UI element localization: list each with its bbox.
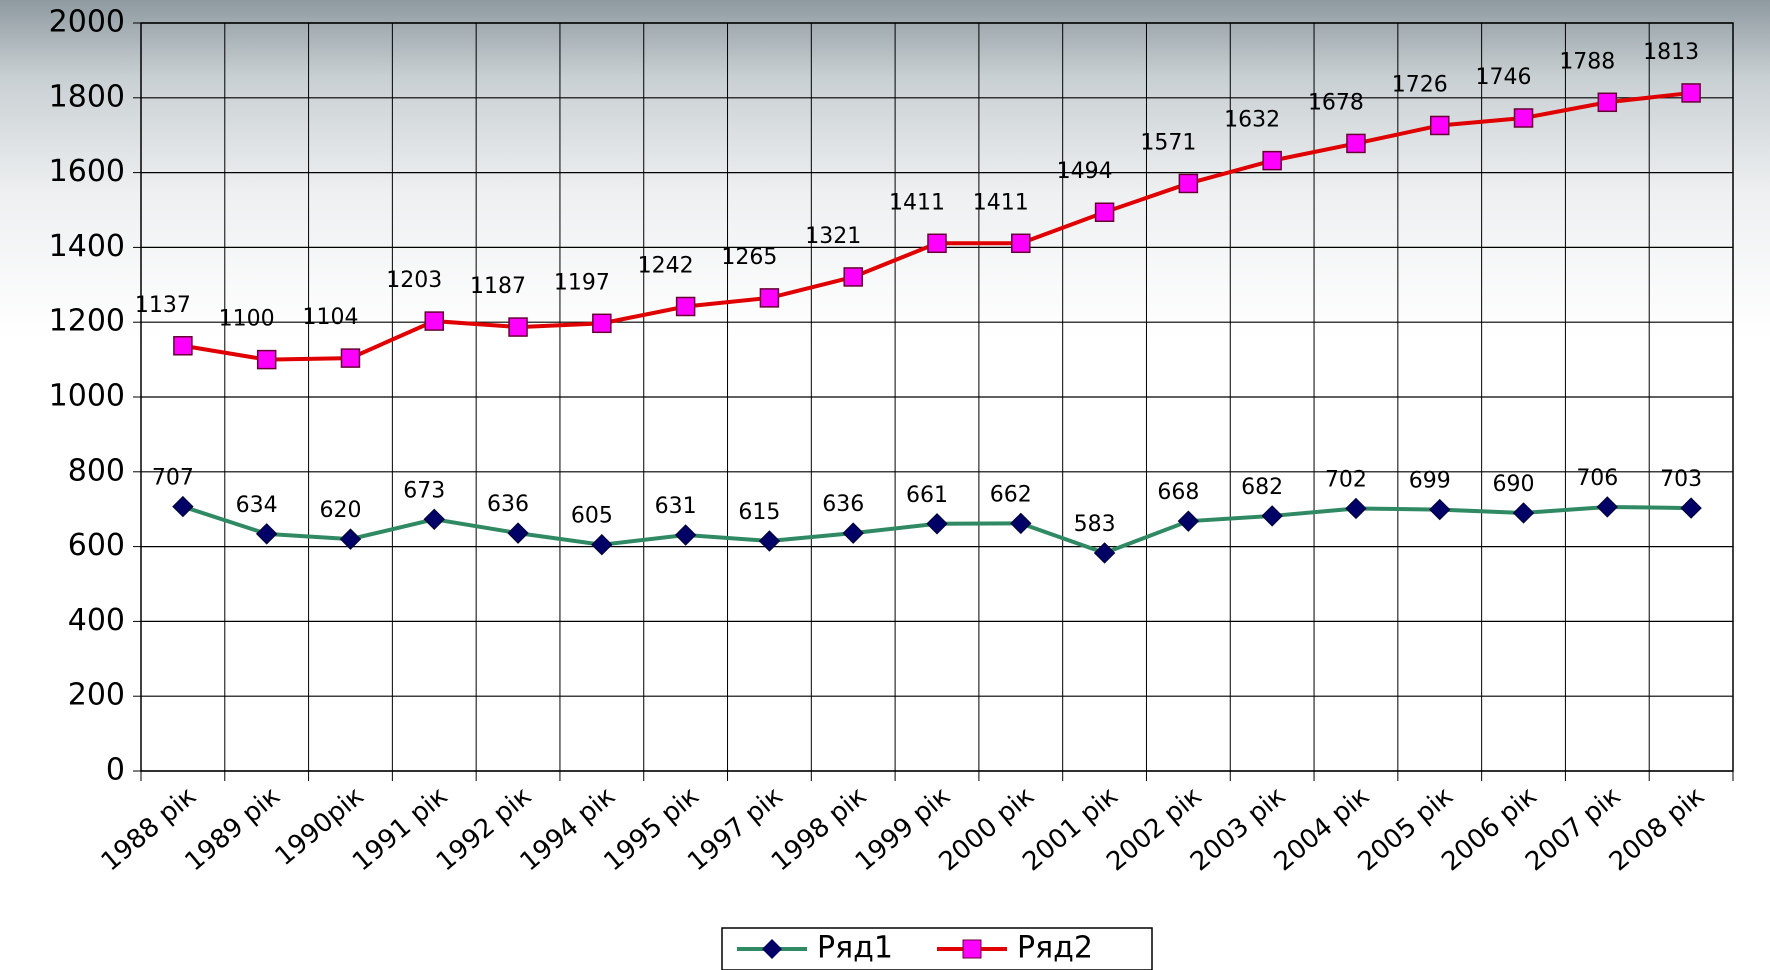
marker — [1261, 505, 1283, 527]
y-tick-label: 0 — [106, 753, 125, 788]
data-label: 699 — [1409, 469, 1451, 494]
marker — [1512, 502, 1535, 524]
data-label: 1632 — [1224, 108, 1280, 133]
y-tick-label: 2000 — [49, 5, 125, 40]
data-label: 636 — [822, 492, 864, 517]
marker — [1429, 115, 1450, 136]
data-label: 673 — [403, 478, 445, 503]
marker — [927, 233, 947, 254]
marker — [1345, 497, 1367, 520]
data-label: 636 — [487, 492, 529, 517]
marker — [1093, 542, 1116, 564]
marker — [1680, 497, 1702, 519]
marker — [1429, 498, 1451, 521]
marker — [1094, 202, 1115, 222]
y-tick-label: 800 — [68, 453, 125, 488]
marker — [173, 336, 193, 356]
data-label: 615 — [738, 500, 780, 525]
marker — [508, 317, 528, 337]
data-label: 1411 — [973, 190, 1029, 215]
data-label: 1137 — [135, 293, 191, 318]
marker — [340, 348, 361, 368]
marker — [1010, 512, 1032, 535]
data-label: 620 — [319, 498, 361, 523]
y-tick-label: 1800 — [49, 79, 125, 114]
legend-marker — [962, 939, 982, 959]
marker — [1597, 92, 1618, 113]
marker — [507, 522, 529, 544]
x-tick-label: 1989 рік — [179, 781, 286, 877]
data-label: 634 — [236, 493, 278, 518]
y-tick-label: 1200 — [49, 304, 125, 339]
data-label: 1104 — [302, 305, 358, 330]
data-label: 661 — [906, 483, 948, 508]
data-label: 1265 — [721, 245, 777, 270]
data-label: 1788 — [1559, 49, 1615, 74]
marker — [1513, 108, 1534, 128]
data-label: 605 — [571, 504, 613, 529]
marker — [1011, 233, 1031, 254]
marker — [255, 523, 278, 545]
y-tick-label: 1600 — [49, 154, 125, 189]
data-label: 690 — [1493, 472, 1535, 497]
data-label: 1100 — [219, 307, 275, 332]
marker — [592, 313, 612, 334]
data-label: 703 — [1660, 467, 1702, 492]
data-label: 682 — [1241, 475, 1283, 500]
y-tick-label: 400 — [68, 603, 125, 638]
data-label: 631 — [655, 494, 697, 519]
data-label: 1242 — [638, 253, 694, 278]
marker — [1262, 150, 1282, 171]
marker — [423, 508, 445, 531]
marker — [759, 288, 780, 308]
legend-label: Ряд2 — [1017, 931, 1093, 966]
data-label: 702 — [1325, 467, 1367, 492]
marker — [1596, 496, 1619, 518]
data-label: 1411 — [889, 190, 945, 215]
marker — [172, 495, 194, 518]
marker — [926, 513, 948, 535]
data-label: 1726 — [1392, 72, 1448, 97]
y-tick-label: 1000 — [49, 379, 125, 414]
marker — [256, 349, 277, 370]
data-label: 1746 — [1476, 65, 1532, 90]
data-label: 1187 — [470, 274, 526, 299]
marker — [842, 522, 864, 544]
series-line — [182, 90, 1692, 362]
marker — [1681, 83, 1701, 103]
y-tick-label: 600 — [68, 528, 125, 563]
data-label: 583 — [1074, 512, 1116, 537]
marker — [1178, 173, 1199, 194]
legend: Ряд1 Ряд2 — [721, 927, 1153, 970]
marker — [674, 524, 697, 546]
legend-label: Ряд1 — [817, 931, 893, 966]
data-label: 668 — [1157, 480, 1199, 505]
data-label: 1571 — [1140, 130, 1196, 155]
marker — [843, 267, 863, 287]
data-label: 1494 — [1057, 159, 1113, 184]
marker — [758, 530, 781, 552]
marker — [1177, 510, 1200, 532]
data-label: 662 — [990, 482, 1032, 507]
marker — [339, 528, 362, 550]
data-label: 707 — [152, 466, 194, 491]
x-tick-label: 2008 рік — [1604, 781, 1711, 877]
marker — [1346, 133, 1366, 154]
y-tick-label: 1400 — [49, 229, 125, 264]
data-label: 1678 — [1308, 90, 1364, 115]
marker — [424, 311, 445, 331]
marker — [591, 534, 613, 556]
y-tick-label: 200 — [68, 678, 125, 713]
data-label: 706 — [1576, 466, 1618, 491]
data-label: 1203 — [386, 268, 442, 293]
data-label: 1321 — [805, 224, 861, 249]
marker — [675, 296, 696, 317]
legend-marker — [762, 939, 782, 959]
data-label: 1197 — [554, 270, 610, 295]
data-label: 1813 — [1643, 40, 1699, 65]
